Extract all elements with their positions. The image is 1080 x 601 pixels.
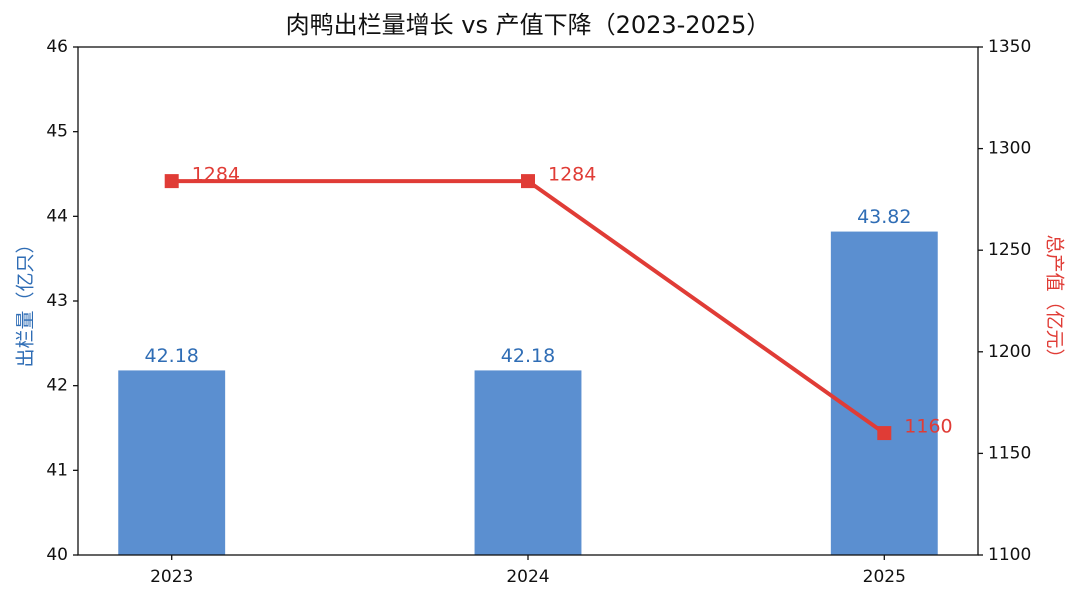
- y2-tick-label: 1200: [988, 342, 1031, 362]
- line-marker: [164, 174, 179, 189]
- x-tick-label: 2025: [863, 567, 906, 587]
- bar-value-label: 42.18: [145, 345, 199, 367]
- bar-value-label: 42.18: [501, 345, 555, 367]
- y-tick-label: 40: [46, 545, 68, 565]
- y2-tick-label: 1350: [988, 37, 1031, 57]
- line-marker: [521, 174, 535, 189]
- plot-frame: [77, 46, 979, 556]
- y-tick-label: 44: [46, 206, 68, 226]
- chart-title: 肉鸭出栏量增长 vs 产值下降（2023-2025）: [286, 11, 771, 39]
- y-tick-label: 43: [46, 291, 68, 311]
- y-tick-label: 46: [46, 37, 68, 57]
- bar: [118, 370, 226, 555]
- y2-tick-label: 1300: [988, 139, 1031, 159]
- line-marker: [877, 426, 892, 441]
- bar: [830, 231, 938, 555]
- bar: [474, 370, 582, 555]
- y-tick-label: 45: [46, 122, 68, 142]
- y-tick-label: 42: [46, 376, 68, 396]
- line-value-label: 1284: [192, 164, 240, 186]
- bar-value-label: 43.82: [857, 206, 911, 228]
- y-tick-label: 41: [46, 460, 68, 480]
- x-tick-label: 2024: [506, 567, 549, 587]
- y2-tick-label: 1150: [988, 443, 1031, 463]
- line-value-label: 1284: [548, 164, 596, 186]
- y2-tick-label: 1100: [988, 545, 1031, 565]
- line-value-label: 1160: [904, 416, 952, 438]
- y-axis-label: 出栏量（亿只）: [15, 234, 37, 367]
- x-tick-label: 2023: [150, 567, 193, 587]
- y2-tick-label: 1250: [988, 240, 1031, 260]
- y2-axis-label: 总产值（亿元）: [1044, 234, 1066, 367]
